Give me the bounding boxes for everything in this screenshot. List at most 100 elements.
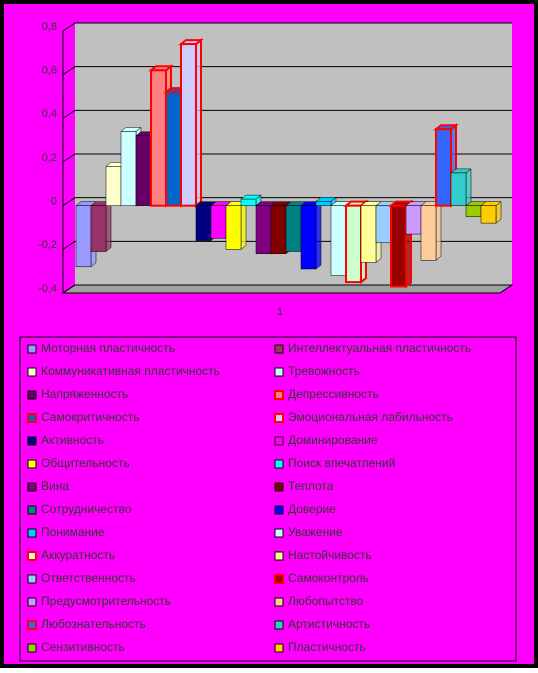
legend-label: Поиск впечатлений — [288, 456, 395, 470]
legend-box — [19, 336, 517, 662]
legend-swatch — [27, 344, 37, 354]
legend-swatch — [274, 390, 284, 400]
grid-line — [62, 22, 512, 32]
bar — [225, 205, 242, 250]
legend-label: Напряженность — [41, 387, 128, 401]
legend-swatch — [274, 459, 284, 469]
legend-label: Аккуратность — [41, 548, 115, 562]
bar — [210, 205, 227, 239]
y-tick-label: 0 — [51, 196, 57, 208]
bar — [450, 172, 467, 206]
legend-swatch — [27, 643, 37, 653]
grid-line — [62, 197, 512, 207]
y-tick-label: -0,4 — [38, 283, 57, 295]
grid-line — [62, 153, 512, 163]
legend-label: Теплота — [288, 479, 334, 493]
bar — [270, 205, 287, 254]
legend-label: Сензитивность — [41, 640, 125, 654]
bar-side — [435, 201, 442, 261]
grid-line — [62, 109, 512, 119]
legend-label: Любопытство — [288, 594, 364, 608]
legend-label: Доминирование — [288, 433, 378, 447]
legend-label: Вина — [41, 479, 69, 493]
legend-label: Коммуникативная пластичность — [41, 364, 220, 378]
legend-label: Самоконтроль — [288, 571, 369, 585]
bar — [420, 205, 437, 261]
legend-label: Понимание — [41, 525, 105, 539]
bar — [285, 205, 302, 252]
legend-label: Общительность — [41, 456, 130, 470]
legend-swatch — [27, 528, 37, 538]
legend-swatch — [27, 413, 37, 423]
bar — [330, 205, 347, 276]
bar — [75, 205, 92, 268]
legend-label: Уважение — [288, 525, 343, 539]
legend-swatch — [274, 597, 284, 607]
legend-swatch — [27, 551, 37, 561]
legend-label: Тревожность — [288, 364, 360, 378]
legend-swatch — [274, 528, 284, 538]
legend-swatch — [274, 436, 284, 446]
legend-label: Моторная пластичность — [41, 341, 175, 355]
bar — [105, 166, 122, 206]
y-tick-label: 0,6 — [42, 65, 57, 77]
legend-swatch — [274, 344, 284, 354]
legend-swatch — [274, 482, 284, 492]
legend-swatch — [27, 436, 37, 446]
legend-label: Ответственность — [41, 571, 136, 585]
legend-label: Сотрудничество — [41, 502, 132, 516]
legend-label: Пластичность — [288, 640, 366, 654]
x-tick-label: 1 — [277, 306, 283, 318]
legend-swatch — [274, 367, 284, 377]
legend-swatch — [27, 597, 37, 607]
bar — [90, 205, 107, 252]
legend-label: Интеллектуальная пластичность — [288, 341, 471, 355]
bar-side — [315, 201, 322, 270]
y-tick-label: 0,4 — [42, 108, 57, 120]
legend-label: Активность — [41, 433, 104, 447]
bar — [135, 135, 152, 206]
bar — [465, 205, 482, 217]
bar-side — [105, 201, 112, 253]
legend-label: Доверие — [288, 502, 336, 516]
y-tick-label: 0,8 — [42, 21, 57, 33]
legend-swatch — [274, 643, 284, 653]
legend-label: Артистичность — [288, 617, 370, 631]
bar-side — [240, 201, 247, 250]
legend-swatch — [274, 620, 284, 630]
legend-swatch — [27, 459, 37, 469]
legend-label: Депрессивность — [288, 387, 379, 401]
bar — [345, 204, 362, 284]
bar — [375, 205, 392, 244]
y-tick-label: 0,2 — [42, 152, 57, 164]
bar — [255, 205, 272, 254]
legend-label: Любознательность — [41, 617, 146, 631]
bar — [315, 201, 332, 206]
grid-line — [62, 66, 512, 76]
legend-swatch — [27, 505, 37, 515]
legend-label: Настойчивость — [288, 548, 372, 562]
bar — [390, 204, 407, 288]
bar — [195, 205, 212, 241]
legend-swatch — [27, 574, 37, 584]
bar — [240, 198, 257, 206]
bar — [165, 91, 182, 207]
legend-swatch — [274, 551, 284, 561]
legend-swatch — [27, 620, 37, 630]
legend-label: Эмоциональная лабильность — [288, 410, 453, 424]
bar — [405, 205, 422, 235]
legend-swatch — [27, 367, 37, 377]
legend-swatch — [274, 505, 284, 515]
legend-swatch — [274, 574, 284, 584]
legend-label: Предусмотрительность — [41, 594, 171, 608]
bar — [180, 43, 197, 207]
bar — [150, 69, 167, 207]
bar — [435, 128, 452, 207]
bar — [480, 205, 497, 224]
floor — [61, 284, 514, 294]
bar-side — [465, 168, 472, 207]
legend-swatch — [27, 482, 37, 492]
bar — [360, 205, 377, 263]
